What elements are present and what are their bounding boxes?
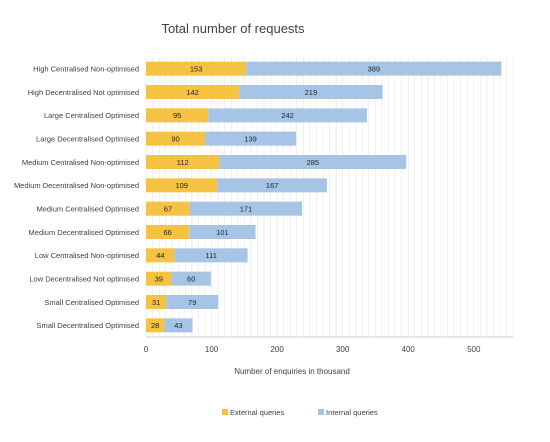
bar-internal [171, 271, 211, 286]
x-tick-label: 400 [402, 345, 416, 354]
legend-label: External queries [230, 408, 284, 417]
data-label: 28 [151, 321, 159, 330]
data-label: 139 [244, 134, 257, 143]
legend-swatch [222, 409, 228, 415]
data-label: 60 [187, 274, 195, 283]
category-label: High Centralised Non-optimised [33, 64, 139, 73]
legend: External queries Internal queries [222, 408, 378, 417]
bar-internal [208, 108, 367, 123]
category-label: Small Decentralised Optimised [36, 321, 139, 330]
data-label: 171 [240, 204, 253, 213]
chart-title: Total number of requests [161, 21, 305, 36]
category-label: Medium Centralised Non-optimised [22, 158, 139, 167]
bar-external [146, 318, 165, 333]
x-tick-label: 200 [270, 345, 284, 354]
x-tick-label: 500 [467, 345, 481, 354]
category-label: Low Centralised Non-optimised [35, 251, 139, 260]
bar-internal [205, 131, 297, 146]
data-label: 39 [155, 274, 163, 283]
x-tick-label: 0 [144, 345, 149, 354]
bar-internal [189, 201, 303, 216]
bar-internal [219, 155, 407, 169]
data-label: 90 [171, 134, 179, 143]
bar-internal [217, 178, 327, 193]
category-label: Small Centralised Optimised [44, 298, 139, 307]
bar-internal [166, 295, 219, 309]
data-label: 219 [305, 88, 318, 97]
x-tick-label: 100 [205, 345, 219, 354]
data-label: 101 [216, 228, 229, 237]
data-label: 31 [152, 298, 160, 307]
category-label: Low Decentralised Not optimised [29, 274, 139, 283]
bar-external [146, 271, 172, 286]
legend-label: Internal queries [326, 408, 378, 417]
data-label: 95 [173, 111, 181, 120]
bar-external [146, 225, 190, 239]
data-label: 167 [266, 181, 279, 190]
data-label: 79 [188, 298, 196, 307]
grid-layer [145, 57, 514, 338]
data-label: 142 [186, 88, 199, 97]
bar-internal [189, 225, 256, 239]
category-label: Medium Centralised Optimised [36, 204, 139, 213]
bar-external [146, 131, 205, 146]
bar-external [146, 85, 240, 99]
x-axis-title: Number of enquiries in thousand [234, 367, 350, 376]
data-label: 112 [177, 158, 189, 167]
bar-internal [246, 61, 502, 76]
data-label: 153 [190, 64, 203, 73]
category-label: Large Centralised Optimised [44, 111, 139, 120]
data-label: 111 [206, 251, 217, 260]
data-label: 285 [307, 158, 320, 167]
data-label: 109 [175, 181, 188, 190]
bar-external [146, 295, 167, 309]
data-label: 43 [174, 321, 182, 330]
category-labels: High Centralised Non-optimised High Decen… [14, 64, 139, 330]
category-label: Medium Decentralised Optimised [29, 228, 139, 237]
data-label: 242 [281, 111, 294, 120]
x-axis-ticks: 0 100 200 300 400 500 [144, 345, 481, 354]
bar-external [146, 201, 190, 216]
x-tick-label: 300 [336, 345, 350, 354]
data-label: 67 [164, 204, 172, 213]
legend-swatch [318, 409, 324, 415]
bar-external [146, 248, 175, 263]
category-label: Medium Decentralised Non-optimised [14, 181, 139, 190]
bar-external [146, 108, 209, 123]
data-label: 44 [156, 251, 164, 260]
category-label: High Decentralised Not optimised [28, 88, 139, 97]
bar-internal [239, 85, 383, 99]
bars-layer: 153 389 142 219 95 242 90 139 112 285 109 167 67 171 6… [146, 61, 502, 333]
bar-external [146, 61, 247, 76]
category-label: Large Decentralised Optimised [36, 134, 139, 143]
bar-internal [174, 248, 248, 263]
bar-external [146, 178, 218, 193]
bar-external [146, 155, 220, 169]
data-label: 389 [368, 64, 381, 73]
bar-internal [164, 318, 193, 333]
data-label: 66 [163, 228, 171, 237]
